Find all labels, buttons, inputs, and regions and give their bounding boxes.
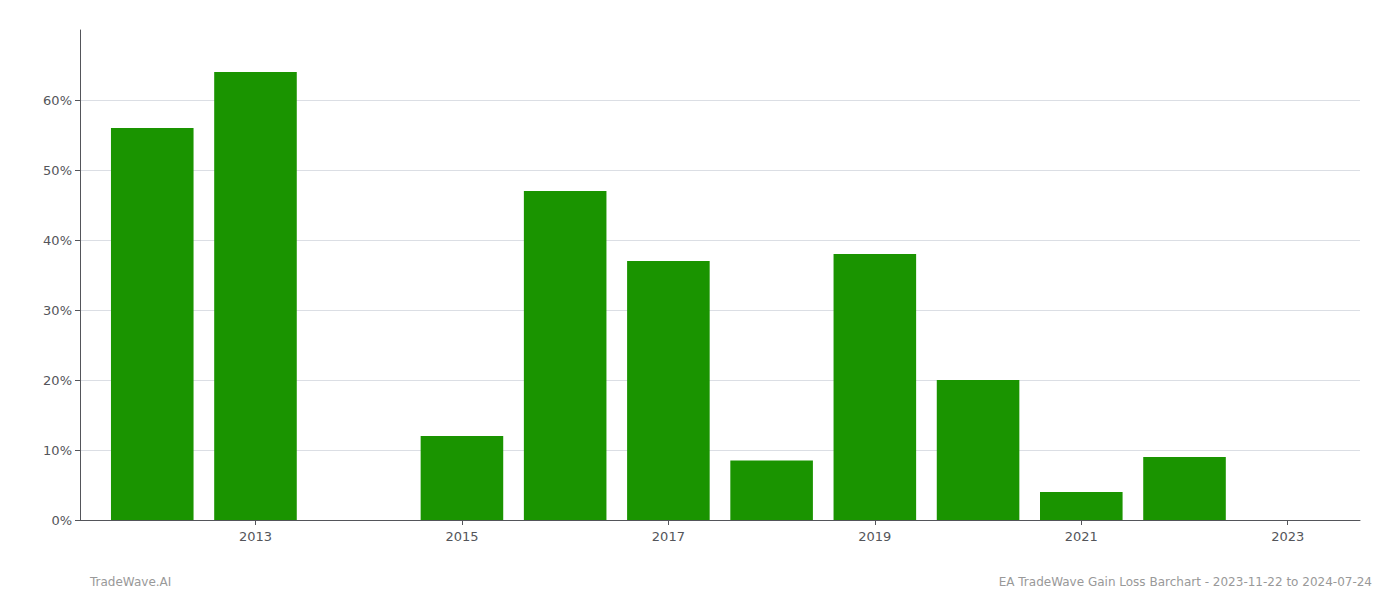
- svg-text:2017: 2017: [652, 529, 685, 544]
- svg-text:2019: 2019: [858, 529, 891, 544]
- svg-text:2021: 2021: [1065, 529, 1098, 544]
- svg-text:30%: 30%: [43, 303, 72, 318]
- svg-text:60%: 60%: [43, 93, 72, 108]
- svg-text:10%: 10%: [43, 443, 72, 458]
- svg-text:20%: 20%: [43, 373, 72, 388]
- svg-text:2015: 2015: [445, 529, 478, 544]
- svg-text:2023: 2023: [1271, 529, 1304, 544]
- svg-text:2013: 2013: [239, 529, 272, 544]
- svg-text:EA TradeWave Gain Loss Barchar: EA TradeWave Gain Loss Barchart - 2023-1…: [999, 575, 1372, 589]
- svg-text:40%: 40%: [43, 233, 72, 248]
- svg-text:0%: 0%: [51, 513, 72, 528]
- svg-text:TradeWave.AI: TradeWave.AI: [89, 575, 171, 589]
- svg-text:50%: 50%: [43, 163, 72, 178]
